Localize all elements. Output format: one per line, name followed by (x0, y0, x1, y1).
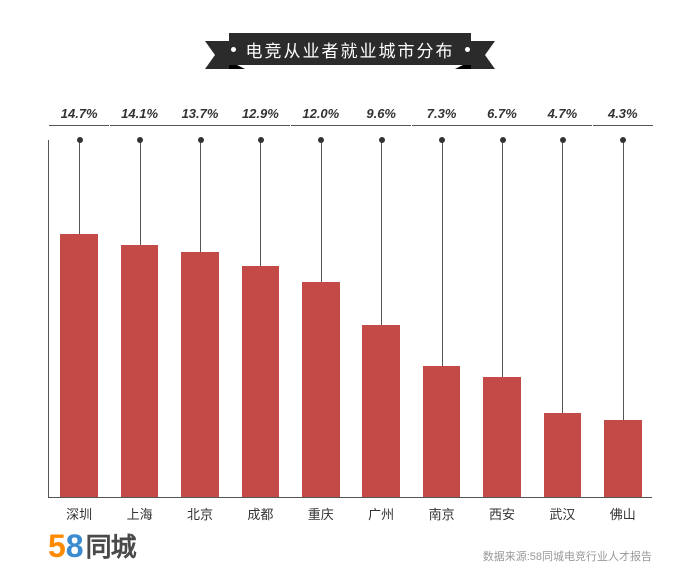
chart-canvas: 电竞从业者就业城市分布 14.7%深圳14.1%上海13.7%北京12.9%成都… (0, 0, 700, 588)
bar (604, 420, 641, 497)
dot-icon (231, 47, 236, 52)
bar (544, 413, 581, 497)
bar (423, 366, 460, 497)
lollipop-dot-icon (439, 137, 445, 143)
value-label: 14.1% (110, 106, 170, 126)
lollipop-stick (140, 140, 141, 246)
lollipop-stick (502, 140, 503, 378)
title-banner: 电竞从业者就业城市分布 (205, 34, 495, 74)
lollipop-dot-icon (500, 137, 506, 143)
category-label: 成都 (230, 504, 290, 523)
value-label: 14.7% (49, 106, 109, 126)
category-label: 深圳 (49, 504, 109, 523)
value-label: 4.3% (593, 106, 653, 126)
lollipop-dot-icon (198, 137, 204, 143)
chart-area: 14.7%深圳14.1%上海13.7%北京12.9%成都12.0%重庆9.6%广… (48, 100, 652, 498)
lollipop-dot-icon (137, 137, 143, 143)
lollipop-dot-icon (560, 137, 566, 143)
value-label: 7.3% (412, 106, 472, 126)
bar (121, 245, 158, 497)
bar (362, 325, 399, 497)
value-label: 4.7% (532, 106, 592, 126)
footer: 5 8 同城 数据来源:58同城电竞行业人才报告 (48, 527, 652, 564)
lollipop-stick (381, 140, 382, 326)
logo-digit-8: 8 (66, 530, 84, 562)
bar (60, 234, 97, 497)
lollipop-stick (623, 140, 624, 421)
value-label: 12.0% (291, 106, 351, 126)
category-label: 北京 (170, 504, 230, 523)
logo-text: 同城 (86, 527, 136, 564)
category-label: 南京 (412, 504, 472, 523)
chart-title: 电竞从业者就业城市分布 (246, 37, 455, 62)
lollipop-dot-icon (258, 137, 264, 143)
lollipop-stick (260, 140, 261, 267)
lollipop-dot-icon (318, 137, 324, 143)
bar (483, 377, 520, 497)
lollipop-stick (442, 140, 443, 367)
lollipop-stick (321, 140, 322, 283)
value-label: 6.7% (472, 106, 532, 126)
bar (181, 252, 218, 497)
source-text: 数据来源:58同城电竞行业人才报告 (483, 548, 652, 564)
category-label: 重庆 (291, 504, 351, 523)
category-label: 佛山 (593, 504, 653, 523)
chart-plot: 14.7%深圳14.1%上海13.7%北京12.9%成都12.0%重庆9.6%广… (48, 140, 652, 498)
logo-digit-5: 5 (48, 530, 66, 562)
lollipop-dot-icon (620, 137, 626, 143)
category-label: 上海 (110, 504, 170, 523)
category-label: 广州 (351, 504, 411, 523)
category-label: 西安 (472, 504, 532, 523)
lollipop-stick (79, 140, 80, 235)
lollipop-stick (562, 140, 563, 414)
logo-58tongcheng: 5 8 同城 (48, 527, 136, 564)
lollipop-stick (200, 140, 201, 253)
category-label: 武汉 (532, 504, 592, 523)
dot-icon (465, 47, 470, 52)
bar (302, 282, 339, 497)
value-label: 12.9% (230, 106, 290, 126)
lollipop-dot-icon (77, 137, 83, 143)
bar (242, 266, 279, 497)
value-label: 13.7% (170, 106, 230, 126)
value-label: 9.6% (351, 106, 411, 126)
lollipop-dot-icon (379, 137, 385, 143)
